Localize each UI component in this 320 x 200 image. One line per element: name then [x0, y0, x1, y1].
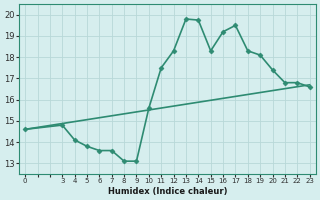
X-axis label: Humidex (Indice chaleur): Humidex (Indice chaleur) — [108, 187, 227, 196]
